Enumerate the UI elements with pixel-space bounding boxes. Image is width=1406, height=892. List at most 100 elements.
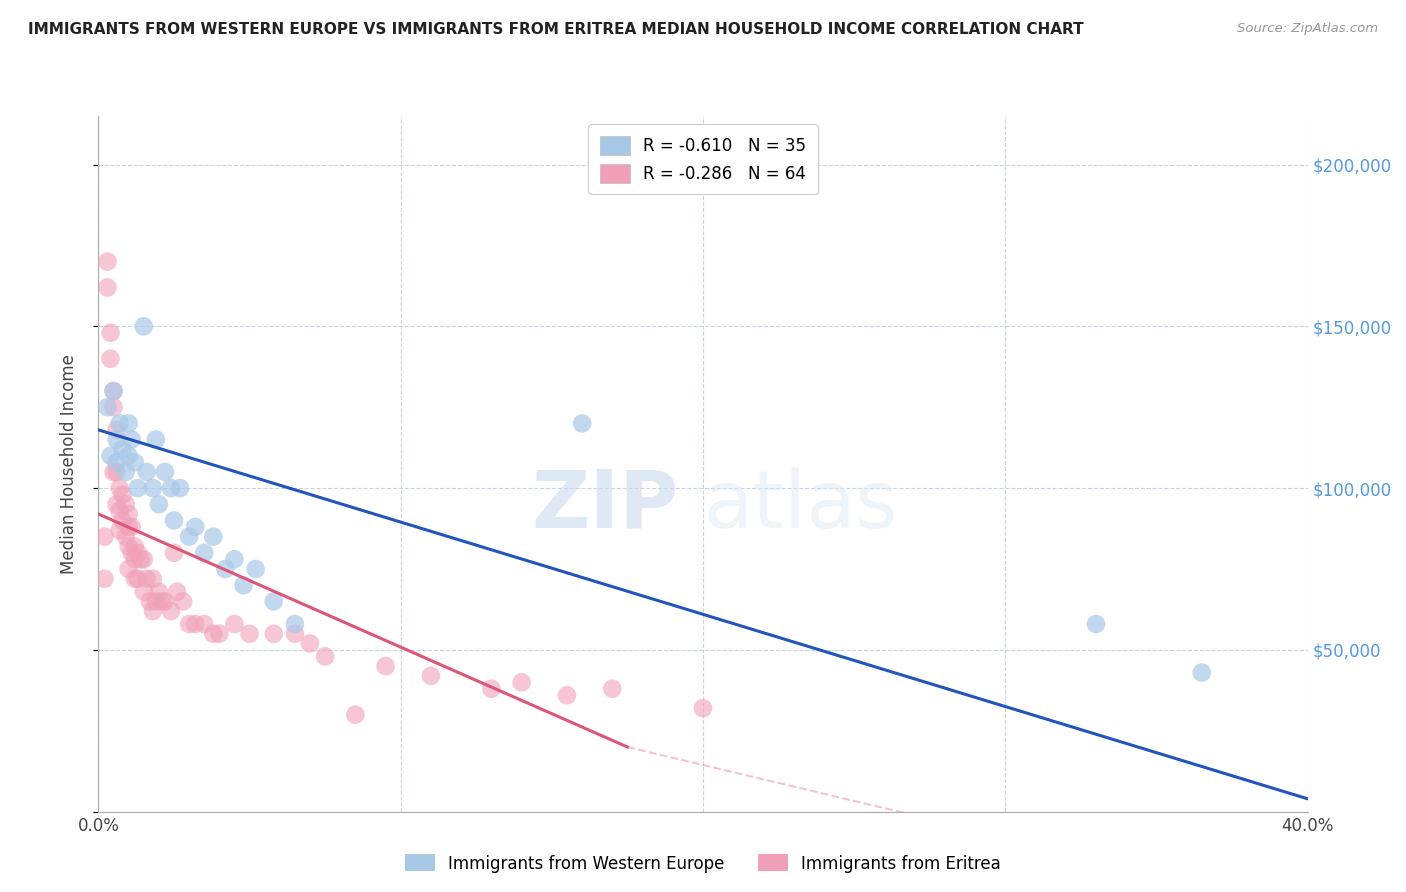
Text: atlas: atlas xyxy=(703,467,897,545)
Legend: R = -0.610   N = 35, R = -0.286   N = 64: R = -0.610 N = 35, R = -0.286 N = 64 xyxy=(588,124,818,194)
Point xyxy=(121,433,143,447)
Point xyxy=(105,497,128,511)
Point xyxy=(103,384,125,398)
Point xyxy=(118,540,141,554)
Point xyxy=(96,254,118,268)
Point xyxy=(145,433,167,447)
Point xyxy=(103,401,125,415)
Point xyxy=(153,594,176,608)
Point xyxy=(145,594,167,608)
Point xyxy=(105,465,128,479)
Point xyxy=(160,604,183,618)
Point xyxy=(150,594,173,608)
Point xyxy=(184,617,207,632)
Point xyxy=(1191,665,1213,680)
Point xyxy=(96,280,118,294)
Point xyxy=(314,649,336,664)
Point xyxy=(135,572,157,586)
Text: ZIP: ZIP xyxy=(531,467,679,545)
Point xyxy=(571,417,593,431)
Point xyxy=(132,584,155,599)
Text: IMMIGRANTS FROM WESTERN EUROPE VS IMMIGRANTS FROM ERITREA MEDIAN HOUSEHOLD INCOM: IMMIGRANTS FROM WESTERN EUROPE VS IMMIGR… xyxy=(28,22,1084,37)
Point xyxy=(100,326,122,340)
Point xyxy=(124,540,146,554)
Point xyxy=(224,552,246,566)
Point xyxy=(284,617,307,632)
Point xyxy=(184,520,207,534)
Point xyxy=(232,578,254,592)
Point xyxy=(118,562,141,576)
Point xyxy=(208,626,231,640)
Point xyxy=(193,617,215,632)
Point xyxy=(166,584,188,599)
Point xyxy=(121,520,143,534)
Point xyxy=(148,584,170,599)
Point xyxy=(284,626,307,640)
Point xyxy=(100,449,122,463)
Point xyxy=(299,636,322,650)
Point xyxy=(169,481,191,495)
Point xyxy=(108,504,131,518)
Point xyxy=(127,546,149,560)
Point xyxy=(114,530,136,544)
Point xyxy=(132,552,155,566)
Text: Source: ZipAtlas.com: Source: ZipAtlas.com xyxy=(1237,22,1378,36)
Point xyxy=(245,562,267,576)
Point xyxy=(103,384,125,398)
Y-axis label: Median Household Income: Median Household Income xyxy=(59,354,77,574)
Point xyxy=(374,659,396,673)
Point xyxy=(193,546,215,560)
Point xyxy=(124,552,146,566)
Point xyxy=(510,675,533,690)
Point xyxy=(555,688,578,702)
Point xyxy=(111,513,134,527)
Point xyxy=(344,707,367,722)
Point xyxy=(148,497,170,511)
Legend: Immigrants from Western Europe, Immigrants from Eritrea: Immigrants from Western Europe, Immigran… xyxy=(398,847,1008,880)
Point xyxy=(142,481,165,495)
Point xyxy=(105,455,128,469)
Point xyxy=(124,455,146,469)
Point xyxy=(163,546,186,560)
Point xyxy=(153,465,176,479)
Point xyxy=(224,617,246,632)
Point xyxy=(214,562,236,576)
Point xyxy=(692,701,714,715)
Point xyxy=(420,669,443,683)
Point xyxy=(108,481,131,495)
Point xyxy=(1085,617,1108,632)
Point xyxy=(172,594,194,608)
Point xyxy=(114,465,136,479)
Point xyxy=(142,604,165,618)
Point xyxy=(118,417,141,431)
Point xyxy=(114,497,136,511)
Point xyxy=(202,530,225,544)
Point xyxy=(179,530,201,544)
Point xyxy=(239,626,262,640)
Point xyxy=(118,520,141,534)
Point xyxy=(105,433,128,447)
Point xyxy=(127,572,149,586)
Point xyxy=(111,487,134,501)
Point xyxy=(108,523,131,537)
Point xyxy=(118,449,141,463)
Point xyxy=(163,513,186,527)
Point xyxy=(263,594,285,608)
Point xyxy=(129,552,152,566)
Point xyxy=(103,465,125,479)
Point xyxy=(142,572,165,586)
Point xyxy=(202,626,225,640)
Point xyxy=(263,626,285,640)
Point xyxy=(135,465,157,479)
Point xyxy=(105,423,128,437)
Point xyxy=(121,546,143,560)
Point xyxy=(100,351,122,366)
Point xyxy=(132,319,155,334)
Point xyxy=(93,530,115,544)
Point xyxy=(602,681,624,696)
Point xyxy=(118,507,141,521)
Point xyxy=(124,572,146,586)
Point xyxy=(111,442,134,457)
Point xyxy=(96,401,118,415)
Point xyxy=(179,617,201,632)
